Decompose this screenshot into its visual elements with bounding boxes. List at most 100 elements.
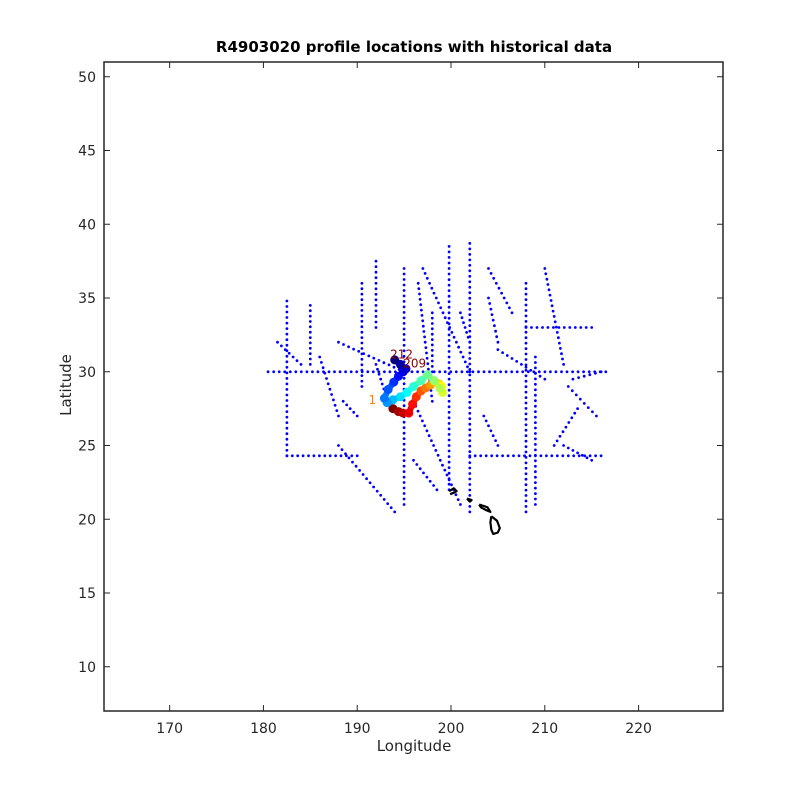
historical-profile-point: [438, 370, 442, 374]
historical-profile-point: [402, 382, 406, 386]
historical-profile-point: [360, 368, 364, 372]
historical-profile-point: [585, 456, 589, 460]
historical-profile-point: [545, 277, 549, 281]
historical-profile-point: [308, 363, 312, 366]
historical-profile-point: [477, 370, 480, 374]
historical-profile-point: [382, 361, 386, 365]
historical-profile-point: [468, 370, 472, 374]
historical-profile-point: [447, 294, 451, 298]
historical-profile-point: [468, 253, 472, 256]
float-profile-point: [435, 383, 445, 393]
historical-profile-point: [285, 332, 289, 336]
historical-profile-point: [524, 385, 528, 389]
historical-profile-point: [524, 379, 528, 383]
historical-profile-point: [360, 303, 364, 307]
historical-profile-point: [447, 333, 451, 337]
historical-profile-point: [285, 382, 289, 386]
historical-profile-point: [468, 384, 472, 388]
y-tick-label: 25: [78, 439, 96, 455]
historical-profile-point: [383, 370, 386, 374]
historical-profile-point: [402, 492, 406, 495]
coastline: [489, 515, 501, 536]
historical-profile-point: [468, 340, 472, 344]
historical-profile-point: [588, 454, 592, 458]
historical-profile-point: [337, 340, 340, 344]
historical-profile-point: [420, 308, 423, 312]
historical-profile-point: [308, 320, 312, 323]
historical-profile-point: [430, 359, 434, 363]
historical-profile-point: [590, 326, 594, 329]
historical-profile-point: [418, 467, 422, 471]
historical-profile-point: [360, 341, 364, 345]
historical-profile-point: [524, 423, 528, 427]
historical-profile-point: [402, 481, 406, 484]
historical-profile-point: [493, 324, 496, 328]
historical-profile-point: [423, 272, 427, 275]
historical-profile-point: [447, 300, 451, 304]
historical-profile-point: [534, 481, 537, 484]
historical-profile-point: [430, 327, 434, 331]
historical-profile-point: [534, 426, 537, 430]
historical-profile-point: [459, 311, 462, 315]
historical-profile-point: [468, 428, 472, 432]
historical-profile-point: [412, 458, 415, 462]
historical-profile-point: [388, 370, 392, 374]
historical-profile-point: [549, 299, 553, 302]
historical-profile-point: [402, 300, 406, 303]
historical-profile-point: [580, 453, 584, 457]
historical-profile-point: [561, 430, 565, 434]
historical-profile-point: [362, 352, 366, 355]
historical-profile-point: [447, 311, 451, 315]
historical-profile-point: [435, 488, 439, 492]
historical-profile-point: [557, 336, 560, 340]
historical-profile-point: [332, 398, 335, 402]
historical-profile-point: [545, 454, 548, 458]
historical-profile-point: [468, 422, 472, 426]
historical-profile-point: [515, 370, 519, 374]
historical-profile-point: [501, 351, 504, 354]
historical-profile-point: [447, 366, 451, 370]
historical-profile-point: [544, 272, 548, 276]
historical-profile-point: [534, 388, 537, 392]
historical-profile-point: [534, 355, 537, 359]
historical-profile-point: [459, 350, 463, 354]
historical-profile-point: [539, 454, 543, 458]
float-profile-point: [408, 399, 418, 409]
historical-profile-point: [328, 387, 332, 391]
historical-profile-point: [308, 314, 312, 318]
historical-profile-point: [510, 311, 514, 315]
historical-profile-point: [566, 446, 570, 450]
historical-profile-point: [285, 410, 289, 413]
historical-profile-point: [510, 357, 514, 360]
historical-profile-point: [520, 363, 523, 366]
historical-profile-point: [360, 374, 364, 377]
historical-profile-point: [524, 510, 528, 514]
historical-profile-point: [386, 502, 390, 505]
historical-profile-point: [588, 373, 592, 377]
historical-profile-point: [468, 389, 472, 393]
historical-profile-point: [335, 409, 339, 412]
historical-profile-point: [449, 370, 453, 374]
historical-profile-point: [294, 370, 298, 374]
historical-profile-point: [468, 439, 472, 443]
historical-profile-point: [555, 439, 559, 443]
float-profile-point: [404, 408, 414, 418]
historical-profile-point: [466, 335, 470, 339]
historical-profile-point: [468, 291, 472, 295]
historical-profile-point: [471, 370, 475, 374]
historical-profile-point: [447, 482, 451, 486]
historical-profile-point: [285, 393, 289, 397]
historical-profile-point: [402, 354, 406, 358]
historical-profile-point: [502, 296, 506, 300]
historical-profile-point: [351, 460, 354, 464]
historical-profile-point: [360, 319, 364, 323]
historical-profile-point: [491, 318, 495, 322]
historical-profile-point: [468, 450, 472, 453]
historical-profile-point: [534, 464, 537, 468]
historical-profile-point: [487, 424, 490, 428]
y-axis-label: Latitude: [57, 354, 75, 416]
y-tick-label: 10: [78, 660, 96, 676]
historical-profile-point: [425, 276, 429, 280]
historical-profile-point: [285, 316, 289, 319]
axes: 170 180 190 200 210 220 10 15 20 25 30 35 40 45 50: [78, 61, 724, 737]
